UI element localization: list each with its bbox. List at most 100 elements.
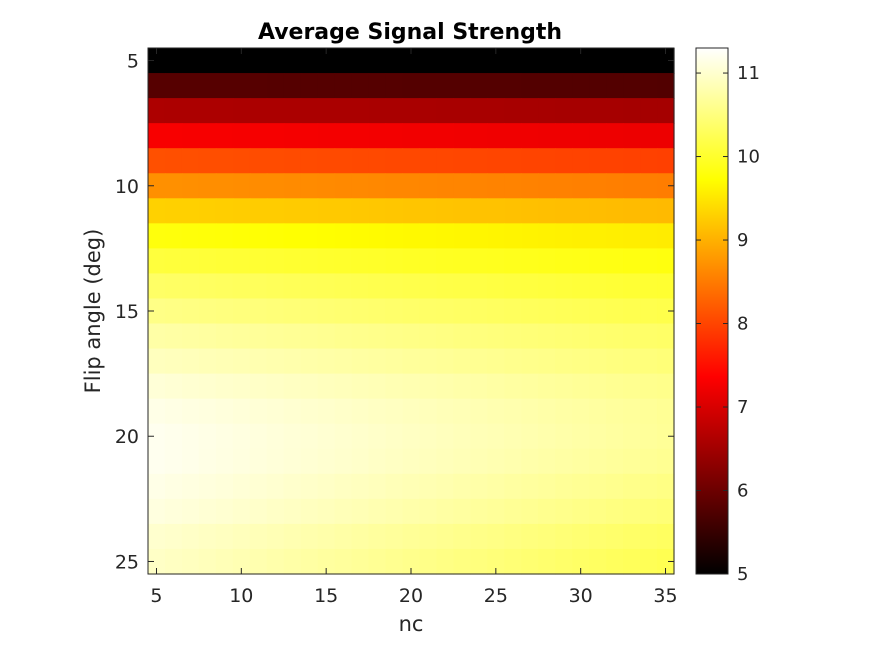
heatmap-cell (453, 298, 471, 325)
heatmap-cell (419, 273, 438, 300)
heatmap-cell (232, 198, 251, 224)
heatmap-cell (351, 423, 370, 450)
heatmap-cell (572, 123, 590, 149)
heatmap-cell (317, 73, 336, 99)
heatmap-cell (266, 498, 285, 525)
heatmap-cell (249, 273, 268, 300)
heatmap-cell (215, 173, 234, 199)
heatmap-cell (606, 248, 624, 275)
heatmap-cell (453, 523, 471, 550)
heatmap-cell (317, 448, 336, 475)
heatmap-cell (657, 273, 675, 300)
heatmap-cell (368, 98, 387, 124)
heatmap-cell (402, 473, 421, 500)
heatmap-cell (453, 273, 471, 300)
heatmap-cell (283, 248, 302, 275)
heatmap-cell (640, 398, 658, 425)
heatmap-cell (317, 373, 336, 400)
heatmap-cell (232, 348, 251, 375)
heatmap-cell (640, 448, 658, 475)
heatmap-cell (521, 473, 539, 500)
heatmap-cell (317, 548, 336, 575)
heatmap-cell (572, 298, 590, 325)
heatmap-cell (572, 523, 590, 550)
heatmap-cell (283, 448, 302, 475)
heatmap-cell (368, 398, 387, 425)
heatmap-cell (555, 473, 573, 500)
heatmap-cell (334, 473, 353, 500)
heatmap-cell (148, 448, 166, 475)
heatmap-cell (198, 498, 217, 525)
heatmap-cell (589, 273, 607, 300)
heatmap-cell (589, 373, 607, 400)
heatmap-cell (385, 123, 404, 149)
heatmap-cell (623, 148, 641, 174)
heatmap-cell (148, 73, 166, 99)
heatmap-cell (317, 348, 336, 375)
heatmap-cell (657, 123, 675, 149)
heatmap-cell (555, 248, 573, 275)
heatmap-cell (164, 173, 183, 199)
heatmap-cell (317, 148, 336, 174)
heatmap-cell (419, 548, 438, 575)
colorbar (696, 48, 728, 574)
heatmap-cell (402, 323, 421, 350)
heatmap-cell (453, 348, 471, 375)
heatmap-cell (317, 173, 336, 199)
heatmap-cell (487, 423, 505, 450)
heatmap-cell (504, 48, 522, 74)
heatmap-cell (215, 198, 234, 224)
heatmap-cell (419, 398, 438, 425)
heatmap-cell (487, 248, 505, 275)
heatmap-cell (623, 248, 641, 275)
heatmap-cell (657, 473, 675, 500)
heatmap-cell (572, 448, 590, 475)
heatmap-cell (504, 423, 522, 450)
colorbar-tick-label: 10 (737, 147, 760, 168)
y-axis-ticks: 5 10 15 20 25 (115, 51, 674, 573)
heatmap-cell (606, 523, 624, 550)
heatmap-cell (589, 523, 607, 550)
heatmap-cell (368, 473, 387, 500)
heatmap-cell (283, 123, 302, 149)
heatmap-cell (164, 348, 183, 375)
heatmap-cell (453, 323, 471, 350)
heatmap-cell (640, 273, 658, 300)
heatmap-cell (623, 273, 641, 300)
heatmap-cell (657, 398, 675, 425)
heatmap-cell (436, 398, 455, 425)
heatmap-cell (266, 348, 285, 375)
heatmap-cell (419, 523, 438, 550)
heatmap-cell (555, 123, 573, 149)
heatmap-cell (589, 448, 607, 475)
heatmap-cell (181, 198, 200, 224)
heatmap-cell (470, 423, 488, 450)
heatmap-cell (504, 248, 522, 275)
heatmap-cell (555, 373, 573, 400)
heatmap-cell (606, 498, 624, 525)
heatmap-cell (351, 373, 370, 400)
heatmap-cell (436, 298, 455, 325)
heatmap-cell (317, 123, 336, 149)
heatmap-cell (334, 298, 353, 325)
heatmap-cell (538, 473, 556, 500)
heatmap-cell (555, 198, 573, 224)
heatmap-cell (232, 248, 251, 275)
heatmap-cell (385, 48, 404, 74)
heatmap-cell (453, 448, 471, 475)
heatmap-cell (249, 498, 268, 525)
heatmap-cell (215, 123, 234, 149)
heatmap-cell (385, 523, 404, 550)
heatmap-cell (164, 548, 183, 575)
heatmap-cell (402, 373, 421, 400)
heatmap-cell (436, 373, 455, 400)
heatmap-cell (436, 448, 455, 475)
heatmap-cell (640, 98, 658, 124)
heatmap-cell (334, 198, 353, 224)
heatmap-cell (606, 423, 624, 450)
heatmap-cell (232, 173, 251, 199)
heatmap-cell (402, 448, 421, 475)
heatmap-cell (555, 298, 573, 325)
heatmap-cell (232, 548, 251, 575)
heatmap-cell (283, 198, 302, 224)
